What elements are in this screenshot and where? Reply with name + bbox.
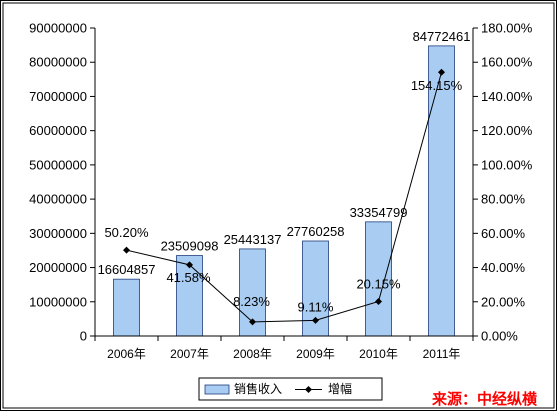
bar-2007年 bbox=[176, 255, 203, 337]
y-right-tick-label: 80.00% bbox=[481, 192, 526, 207]
y-left-tick-label: 60000000 bbox=[29, 123, 87, 138]
growth-marker-2007年 bbox=[186, 261, 193, 269]
growth-value-label: 41.58% bbox=[166, 270, 211, 285]
y-left-tick-label: 40000000 bbox=[29, 192, 87, 207]
x-tick-label: 2009年 bbox=[296, 347, 335, 361]
growth-value-label: 154.15% bbox=[411, 78, 463, 93]
y-right-tick-label: 0.00% bbox=[481, 329, 518, 344]
bar-value-label: 25443137 bbox=[224, 232, 282, 247]
legend-box bbox=[198, 377, 383, 401]
legend-swatch-marker bbox=[305, 386, 312, 393]
bar-value-label: 33354799 bbox=[350, 205, 408, 220]
growth-value-label: 20.15% bbox=[356, 277, 401, 292]
y-right-tick-label: 140.00% bbox=[481, 89, 533, 104]
growth-value-label: 50.20% bbox=[104, 225, 149, 240]
x-tick-label: 2010年 bbox=[359, 347, 398, 361]
growth-line bbox=[126, 72, 442, 323]
y-left-tick-label: 70000000 bbox=[29, 89, 87, 104]
y-right-tick-label: 120.00% bbox=[481, 123, 533, 138]
bar-value-label: 84772461 bbox=[413, 29, 471, 44]
y-left-tick-label: 10000000 bbox=[29, 294, 87, 309]
bar-value-label: 27760258 bbox=[287, 224, 345, 239]
y-right-tick-label: 20.00% bbox=[481, 294, 526, 309]
bar-value-label: 16604857 bbox=[98, 262, 156, 277]
y-right-tick-label: 160.00% bbox=[481, 55, 533, 70]
plot-background bbox=[95, 28, 473, 336]
growth-marker-2009年 bbox=[312, 316, 319, 324]
x-tick-label: 2006年 bbox=[107, 347, 146, 361]
y-left-tick-label: 80000000 bbox=[29, 55, 87, 70]
bar-2010年 bbox=[365, 221, 392, 337]
x-tick-label: 2008年 bbox=[233, 347, 272, 361]
legend-swatch-bar bbox=[204, 384, 230, 395]
y-right-tick-label: 40.00% bbox=[481, 260, 526, 275]
bar-2006年 bbox=[113, 278, 140, 337]
y-left-tick-label: 90000000 bbox=[29, 21, 87, 36]
growth-marker-2006年 bbox=[123, 246, 130, 254]
legend-label-growth: 增幅 bbox=[328, 381, 352, 396]
y-right-tick-label: 100.00% bbox=[481, 157, 533, 172]
bar-value-label: 23509098 bbox=[161, 239, 219, 254]
growth-marker-2010年 bbox=[375, 298, 382, 306]
growth-marker-2008年 bbox=[249, 318, 256, 326]
x-tick-label: 2011年 bbox=[423, 347, 461, 361]
y-right-tick-label: 180.00% bbox=[481, 21, 533, 36]
legend-label-sales: 销售收入 bbox=[234, 381, 282, 396]
growth-marker-2011年 bbox=[438, 68, 445, 76]
y-left-tick-label: 20000000 bbox=[29, 260, 87, 275]
y-left-tick-label: 0 bbox=[80, 329, 87, 344]
y-left-tick-label: 30000000 bbox=[29, 226, 87, 241]
growth-value-label: 9.11% bbox=[298, 299, 334, 314]
y-left-tick-label: 50000000 bbox=[29, 157, 87, 172]
y-right-tick-label: 60.00% bbox=[481, 226, 526, 241]
source-note: 来源：中经纵横 bbox=[431, 390, 538, 408]
plot-area: 0 10000000 20000000 30000000 40000000 5000000… bbox=[29, 21, 533, 362]
growth-value-label: 8.23% bbox=[233, 294, 270, 309]
legend: 销售收入 增幅 bbox=[198, 377, 383, 401]
x-tick-label: 2007年 bbox=[170, 347, 209, 361]
